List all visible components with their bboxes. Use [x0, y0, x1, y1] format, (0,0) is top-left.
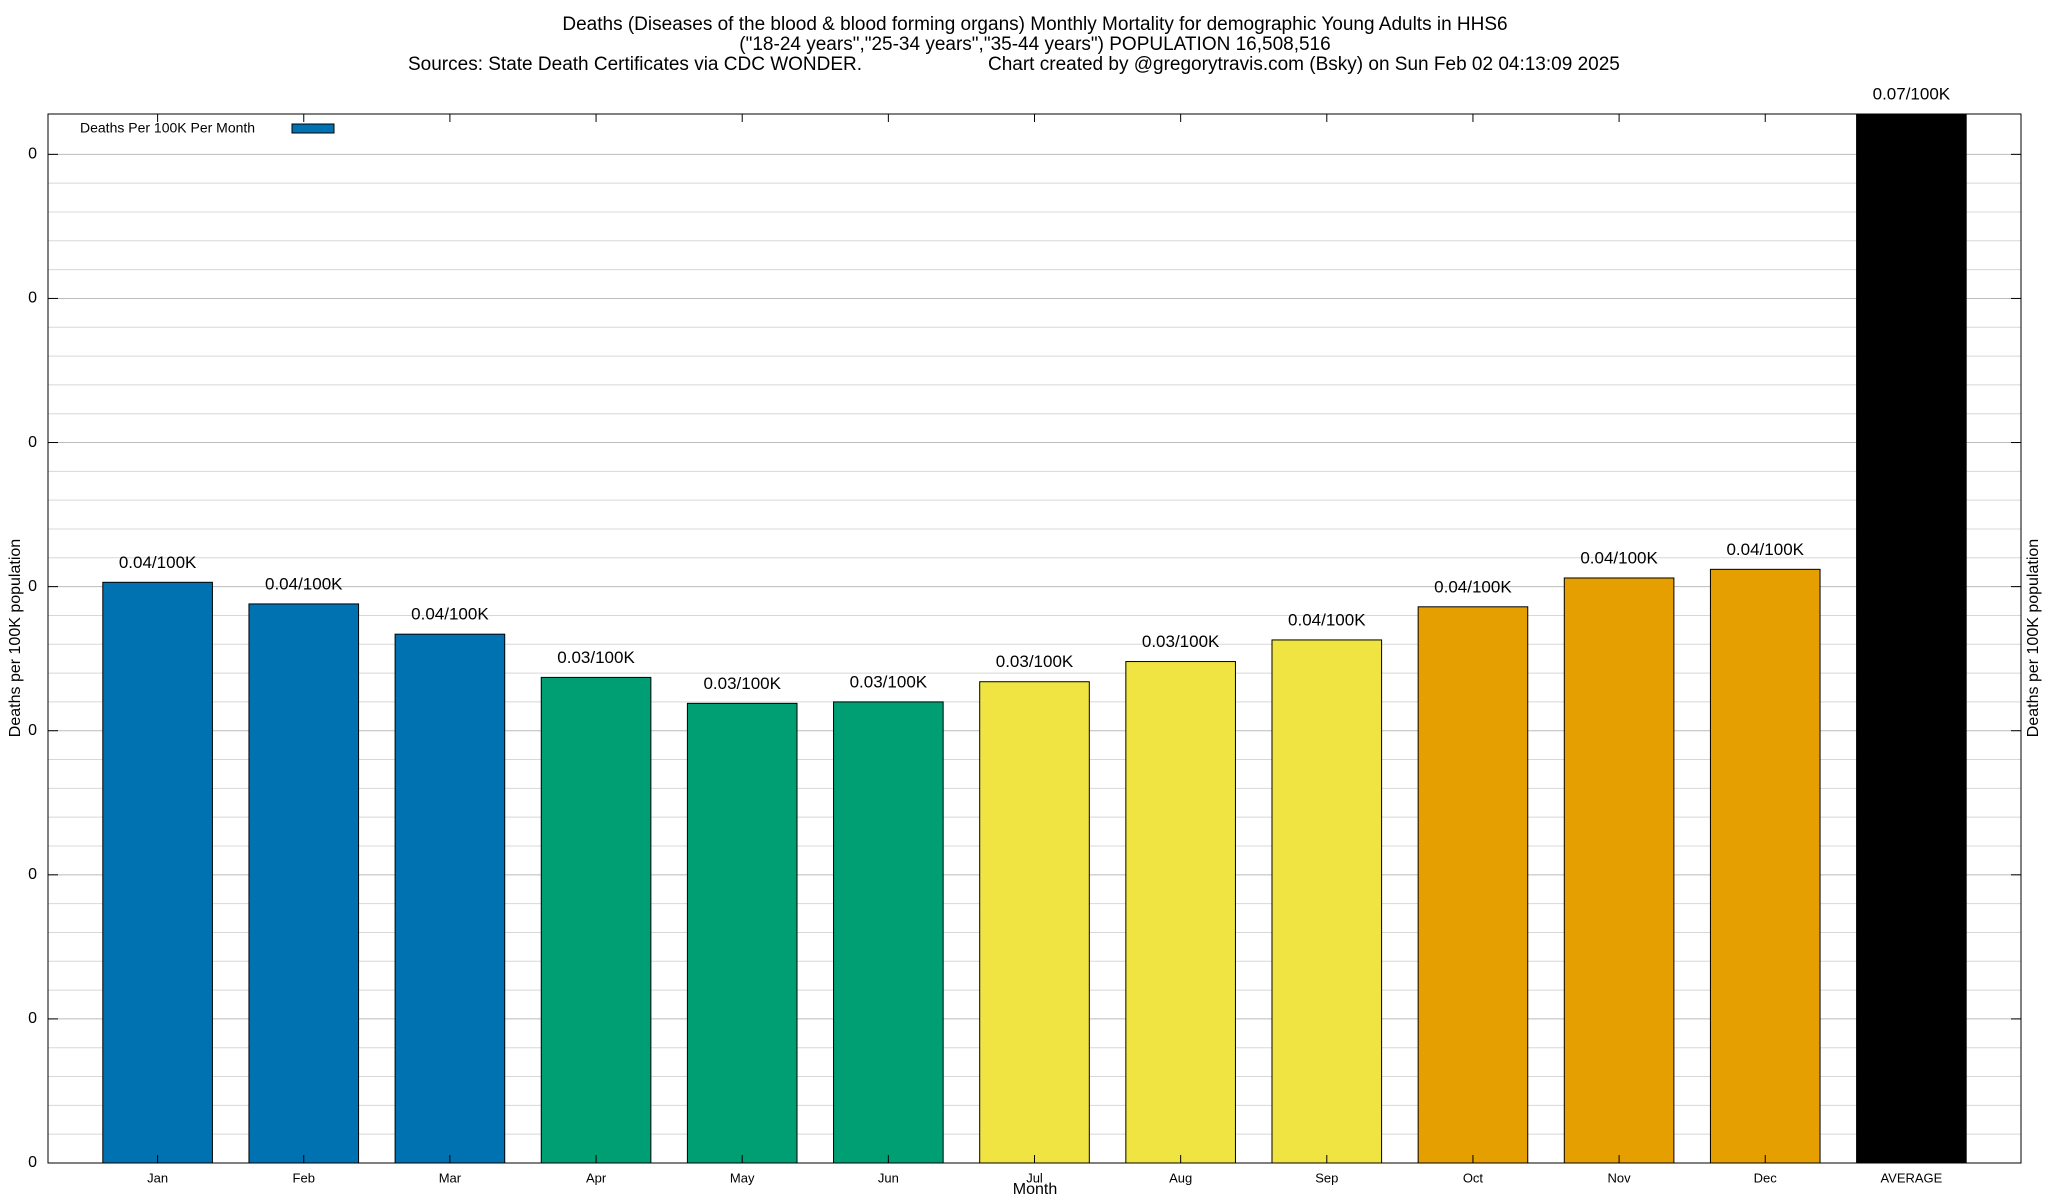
legend-label: Deaths Per 100K Per Month: [80, 120, 255, 136]
y-tick-label: 0: [28, 866, 37, 883]
x-tick-label: Feb: [293, 1170, 315, 1185]
value-label: 0.04/100K: [1288, 610, 1366, 629]
value-label: 0.03/100K: [557, 648, 635, 667]
y-tick-label: 0: [28, 1154, 37, 1171]
value-label: 0.04/100K: [1726, 540, 1804, 559]
value-label: 0.03/100K: [850, 672, 928, 691]
bar: [540, 676, 652, 1163]
value-label: 0.03/100K: [703, 674, 781, 693]
y-tick-label: 0: [28, 1010, 37, 1027]
bar: [1563, 577, 1675, 1163]
legend-swatch: [291, 123, 335, 134]
value-label: 0.03/100K: [1142, 632, 1220, 651]
bar: [833, 701, 944, 1163]
x-tick-label: Jul: [1026, 1170, 1043, 1185]
x-tick-label: AVERAGE: [1880, 1170, 1942, 1185]
chart-subtitle: ("18-24 years","25-34 years","35-44 year…: [739, 34, 1330, 55]
x-tick-label: Sep: [1315, 1170, 1338, 1185]
value-label: 0.07/100K: [1873, 84, 1951, 103]
y-axis-label: Deaths per 100K population: [7, 539, 24, 737]
x-tick-label: May: [730, 1170, 755, 1185]
x-tick-label: Mar: [439, 1170, 462, 1185]
x-tick-label: Jun: [878, 1170, 899, 1185]
sources: Sources: State Death Certificates via CD…: [408, 54, 862, 75]
x-tick-label: Apr: [586, 1170, 607, 1185]
bar: [248, 603, 360, 1163]
bar: [1709, 568, 1821, 1163]
y-tick-label: 0: [28, 434, 37, 451]
value-label: 0.04/100K: [1434, 577, 1512, 596]
x-tick-label: Aug: [1169, 1170, 1192, 1185]
credit: Chart created by @gregorytravis.com (Bsk…: [988, 54, 1620, 75]
bar: [102, 581, 213, 1163]
bar: [1271, 639, 1383, 1163]
bar: [1125, 661, 1236, 1163]
bar: [1417, 606, 1529, 1163]
plot-frame: [47, 113, 2022, 1164]
value-label: 0.03/100K: [996, 652, 1074, 671]
bar: [394, 633, 506, 1163]
x-tick-label: Jan: [147, 1170, 168, 1185]
bar: [686, 702, 798, 1163]
y-tick-label: 0: [28, 722, 37, 739]
value-label: 0.04/100K: [119, 553, 197, 572]
x-tick-label: Dec: [1754, 1170, 1778, 1185]
y-tick-label: 0: [28, 578, 37, 595]
value-label: 0.04/100K: [1580, 548, 1658, 567]
value-label: 0.04/100K: [265, 574, 343, 593]
y2-axis-label: Deaths per 100K population: [2025, 539, 2042, 737]
y-tick-label: 0: [28, 290, 37, 307]
x-tick-label: Nov: [1608, 1170, 1632, 1185]
bar: [1856, 114, 1967, 1163]
x-tick-label: Oct: [1463, 1170, 1484, 1185]
y-tick-label: 0: [28, 146, 37, 163]
x-axis-label: Month: [1013, 1181, 1057, 1198]
bars: [102, 114, 1967, 1163]
value-label: 0.04/100K: [411, 605, 489, 624]
bar: [979, 681, 1090, 1163]
chart-title: Deaths (Diseases of the blood & blood fo…: [562, 14, 1507, 35]
